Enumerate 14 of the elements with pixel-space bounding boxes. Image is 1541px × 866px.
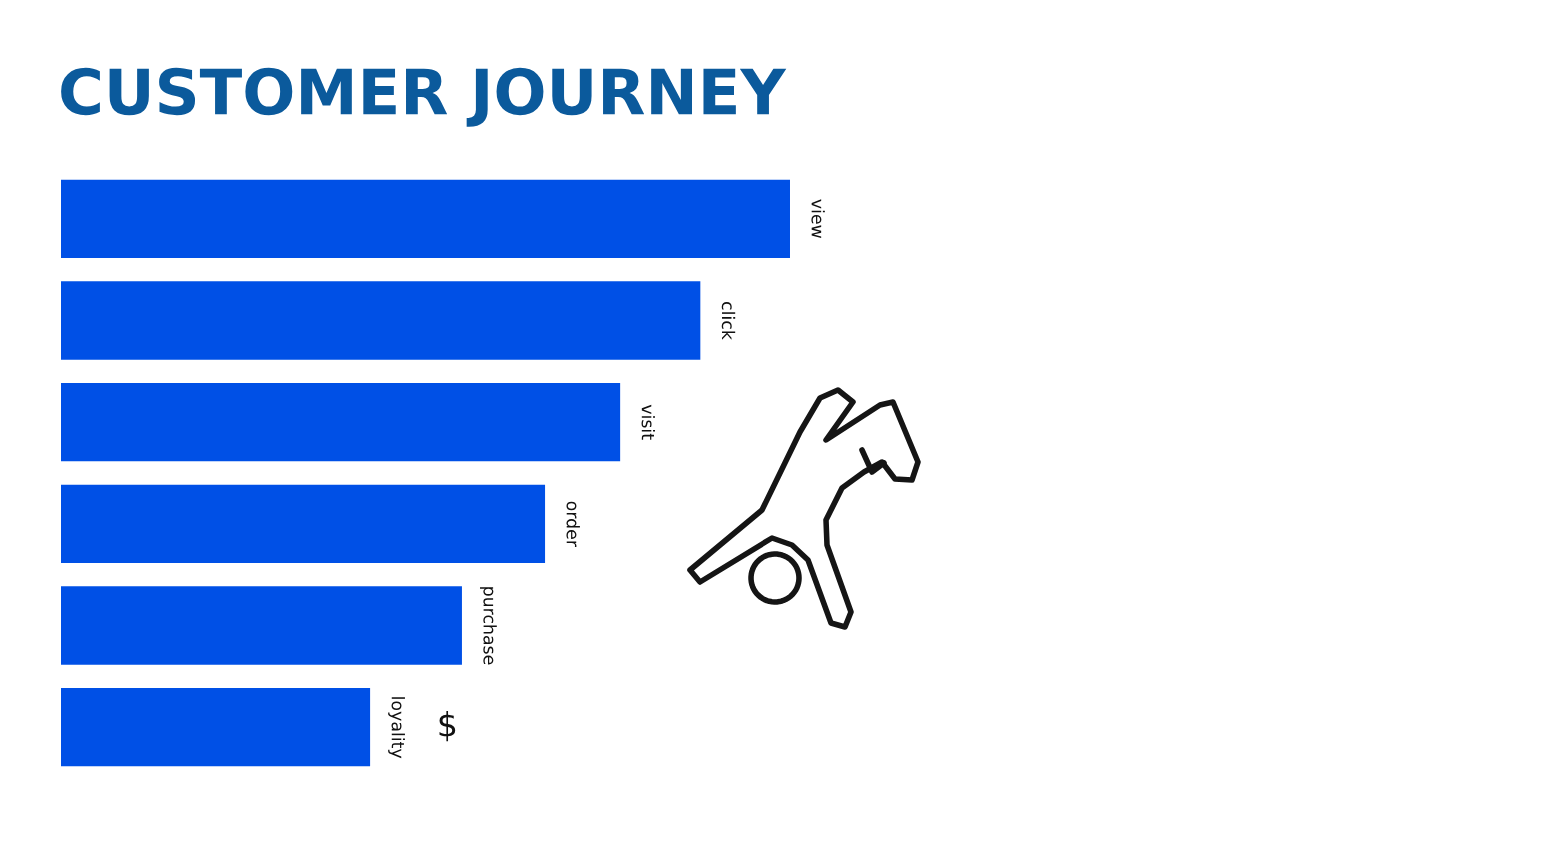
annotation: $ (439, 711, 456, 742)
y-tick-label: visit (641, 404, 655, 440)
y-tick-label: view (811, 199, 825, 239)
bar (61, 383, 621, 462)
bar (61, 688, 371, 767)
chart-title: CUSTOMER JOURNEY (61, 67, 787, 127)
bar (61, 586, 462, 665)
bar (61, 179, 790, 258)
y-tick-label: loyality (388, 697, 405, 759)
y-tick-label: order (566, 501, 580, 547)
bar (61, 484, 546, 563)
y-tick-label: click (721, 302, 736, 340)
bar (61, 281, 701, 360)
y-tick-label: purchase (480, 587, 497, 665)
